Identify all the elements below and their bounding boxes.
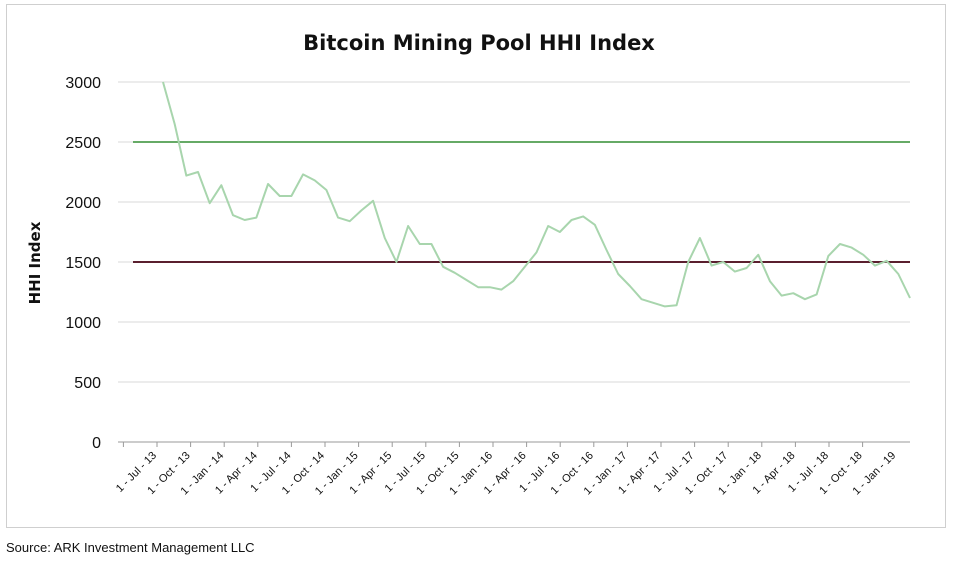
hhi-line-chart: Bitcoin Mining Pool HHI Index HHI Index … bbox=[26, 31, 911, 498]
reference-lines bbox=[133, 141, 910, 263]
y-tick-label: 2000 bbox=[65, 195, 101, 212]
chart-frame: Bitcoin Mining Pool HHI Index HHI Index … bbox=[6, 4, 946, 528]
y-tick-label: 2500 bbox=[65, 135, 101, 152]
y-tick-label: 500 bbox=[74, 375, 101, 392]
y-tick-label: 1000 bbox=[65, 315, 101, 332]
y-tick-label: 3000 bbox=[65, 75, 101, 92]
y-tick-label: 0 bbox=[92, 435, 101, 452]
series-layer bbox=[162, 81, 911, 308]
hhi-series-line bbox=[162, 81, 911, 308]
y-axis-label: HHI Index bbox=[26, 221, 44, 304]
y-tick-label: 1500 bbox=[65, 255, 101, 272]
source-note: Source: ARK Investment Management LLC bbox=[6, 540, 255, 555]
gridlines bbox=[118, 81, 910, 447]
y-tick-labels: 0 500 1000 1500 2000 2500 3000 bbox=[65, 75, 101, 452]
chart-title: Bitcoin Mining Pool HHI Index bbox=[303, 31, 655, 55]
x-tick-labels: 1 - Jul - 131 - Oct - 131 - Jan - 141 - … bbox=[114, 450, 898, 498]
